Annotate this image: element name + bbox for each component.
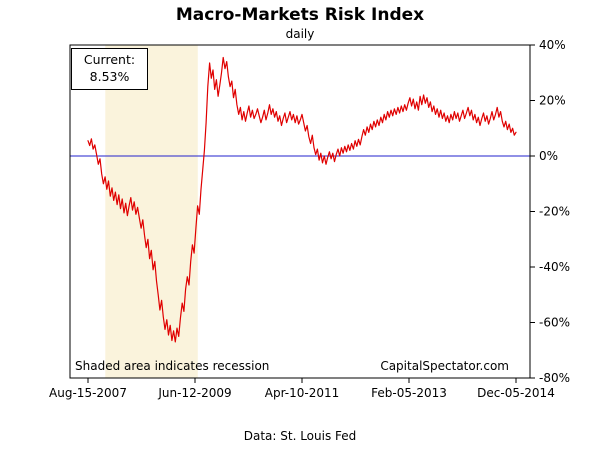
x-axis-tick-label: Dec-05-2014 — [477, 386, 555, 400]
y-axis-tick-label: 0% — [539, 149, 558, 163]
recession-note: Shaded area indicates recession — [75, 359, 270, 373]
y-axis-tick-label: -40% — [539, 260, 570, 274]
x-axis-tick-label: Feb-05-2013 — [371, 386, 447, 400]
current-value-label: Current: — [83, 52, 136, 68]
x-axis-tick-label: Aug-15-2007 — [49, 386, 127, 400]
risk-index-line — [87, 56, 517, 343]
y-axis-tick-label: -60% — [539, 316, 570, 330]
recession-band — [105, 45, 198, 378]
y-axis-tick-label: -20% — [539, 205, 570, 219]
y-axis-tick-label: 20% — [539, 94, 566, 108]
current-value-box: Current: 8.53% — [71, 48, 148, 90]
x-axis-tick-label: Apr-10-2011 — [265, 386, 339, 400]
y-axis-tick-label: 40% — [539, 38, 566, 52]
y-axis-tick-label: -80% — [539, 371, 570, 385]
data-source-caption: Data: St. Louis Fed — [243, 429, 357, 443]
chart-subtitle: daily — [285, 27, 315, 41]
page-title: Macro-Markets Risk Index — [175, 5, 425, 25]
source-watermark: CapitalSpectator.com — [380, 359, 509, 373]
current-value: 8.53% — [89, 69, 130, 84]
x-axis-tick-label: Jun-12-2009 — [157, 386, 231, 400]
